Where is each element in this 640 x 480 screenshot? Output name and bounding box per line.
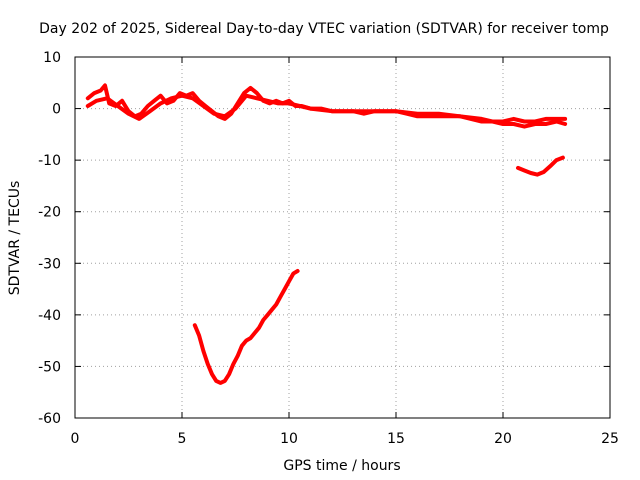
x-tick-label: 10 [280,431,298,447]
axis-ticks: 0 5 10 15 20 25 10 0 -10 -20 -30 -40 -50 -60 [38,50,619,447]
y-axis-label: SDTVAR / TECUs [7,181,23,296]
x-tick-label: 5 [178,431,187,447]
y-tick-label: -20 [38,205,61,221]
x-axis-label: GPS time / hours [283,458,400,474]
chart-title: Day 202 of 2025, Sidereal Day-to-day VTE… [39,21,609,37]
y-tick-label: 0 [52,102,61,118]
x-tick-label: 0 [71,431,80,447]
x-tick-label: 25 [601,431,619,447]
y-tick-label: -50 [38,359,61,375]
series-group [85,83,568,385]
y-tick-label: -10 [38,153,61,169]
series-line-midday-dip [192,269,300,385]
y-tick-label: -60 [38,411,61,427]
series-line-late-segment [516,155,565,177]
plot-frame [74,56,611,419]
y-tick-label: -30 [38,256,61,272]
y-tick-label: -40 [38,308,61,324]
grid [75,57,610,418]
series-line-lower-band [85,93,568,129]
y-tick-label: 10 [43,50,61,66]
x-tick-label: 20 [494,431,512,447]
x-tick-label: 15 [387,431,405,447]
